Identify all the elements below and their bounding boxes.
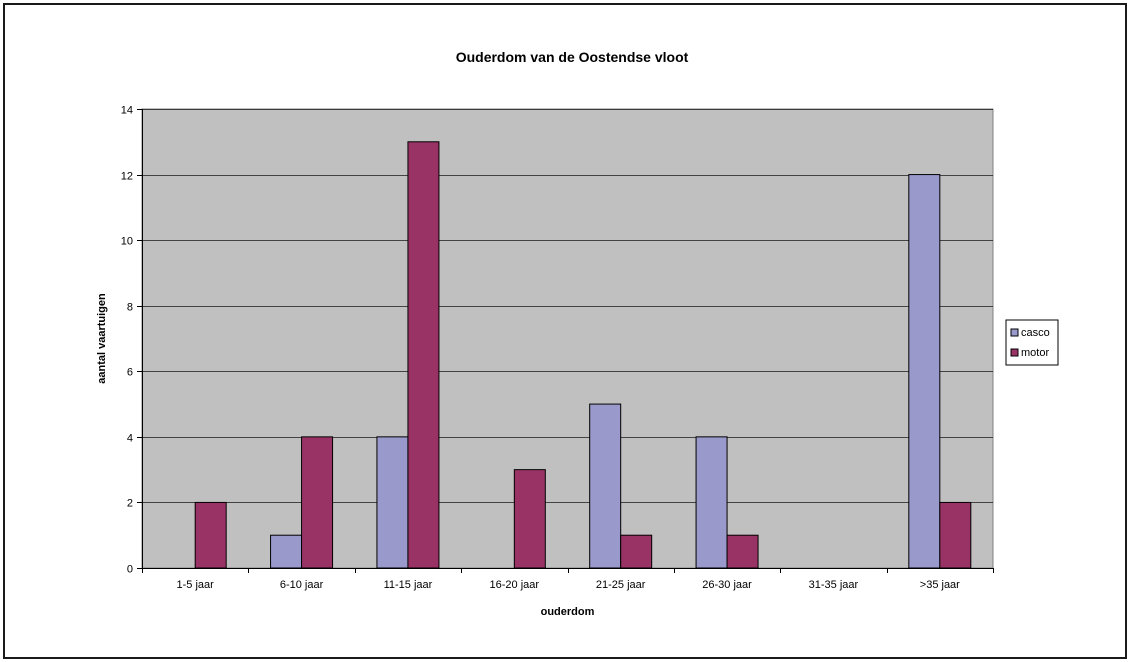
bar-motor-3 [407, 141, 440, 569]
bar-casco-2 [270, 534, 303, 569]
y-tick-label: 0 [127, 564, 133, 576]
x-tick-label: 1-5 jaar [177, 579, 215, 591]
bar-casco-3 [376, 436, 409, 569]
bar-casco-5 [589, 403, 622, 569]
legend: casco motor [1005, 319, 1059, 366]
y-tick-label: 12 [121, 171, 133, 183]
x-tick-label: 6-10 jaar [280, 579, 324, 591]
bar-casco-8 [908, 174, 941, 569]
bar-casco-6 [695, 436, 728, 569]
plot-background [141, 108, 994, 569]
x-tick-label: 16-20 jaar [490, 579, 540, 591]
y-tick-label: 6 [127, 367, 133, 379]
y-tick-label: 14 [121, 105, 133, 117]
x-tick-label: 31-35 jaar [809, 579, 859, 591]
x-tick-label: >35 jaar [920, 579, 960, 591]
bar-motor-5 [620, 534, 653, 569]
bar-motor-1 [194, 501, 227, 569]
chart-title: Ouderdom van de Oostendse vloot [456, 49, 689, 65]
y-axis-ticks: 0 2 4 6 8 10 12 14 [121, 105, 142, 576]
x-tick-label: 11-15 jaar [384, 579, 433, 591]
legend-swatch-motor [1010, 348, 1019, 357]
bars-group [194, 141, 972, 569]
legend-label-motor: motor [1021, 347, 1049, 359]
bar-motor-8 [939, 501, 972, 569]
bar-motor-4 [513, 469, 546, 569]
y-axis-title: aantal vaartuigen [96, 293, 108, 384]
bar-motor-6 [726, 534, 759, 569]
x-axis-title: ouderdom [541, 606, 595, 618]
legend-label-casco: casco [1021, 327, 1050, 339]
y-tick-label: 8 [127, 302, 133, 314]
x-tick-label: 21-25 jaar [596, 579, 646, 591]
x-tick-label: 26-30 jaar [702, 579, 752, 591]
y-tick-label: 4 [127, 433, 133, 445]
legend-swatch-casco [1010, 328, 1019, 337]
plot-area [141, 108, 994, 569]
x-axis-ticks: 1-5 jaar 6-10 jaar 11-15 jaar 16-20 jaar 21-… [142, 568, 994, 591]
y-tick-label: 10 [121, 236, 133, 248]
bar-motor-2 [301, 436, 334, 569]
y-tick-label: 2 [127, 498, 133, 510]
legend-box [1005, 319, 1059, 366]
